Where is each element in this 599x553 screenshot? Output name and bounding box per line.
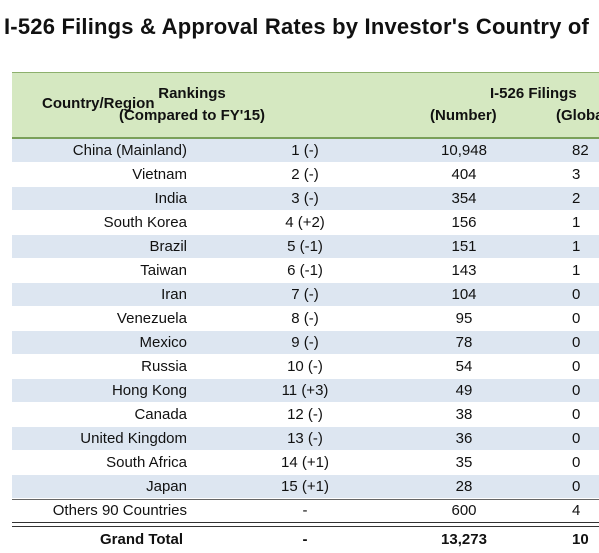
country-cell: India: [154, 190, 187, 207]
table-row: Brazil 5 (-1) 151 1: [12, 235, 599, 259]
others-rank: -: [302, 502, 308, 519]
others-global: 4: [572, 502, 581, 519]
page-title: I-526 Filings & Approval Rates by Invest…: [4, 14, 590, 39]
global-share-cell: 0: [572, 334, 581, 351]
table-row: South Africa 14 (+1) 35 0: [12, 451, 599, 475]
table-row: South Korea 4 (+2) 156 1: [12, 211, 599, 235]
country-cell: Taiwan: [140, 262, 187, 279]
filings-cell: 151: [451, 238, 477, 255]
global-share-cell: 1: [572, 214, 581, 231]
header-rankings: Rankings: [158, 85, 226, 102]
header-filings: I-526 Filings: [490, 85, 577, 102]
filings-cell: 35: [455, 454, 473, 471]
rank-cell: 7 (-): [291, 286, 319, 303]
grand-total-row: Grand Total - 13,273 10: [12, 527, 599, 553]
country-cell: Russia: [141, 358, 187, 375]
filings-cell: 404: [451, 166, 477, 183]
global-share-cell: 3: [572, 166, 581, 183]
rank-cell: 8 (-): [291, 310, 319, 327]
table-row: India 3 (-) 354 2: [12, 187, 599, 211]
filings-cell: 38: [455, 406, 473, 423]
country-cell: Vietnam: [132, 166, 187, 183]
global-share-cell: 2: [572, 190, 581, 207]
total-filings: 13,273: [441, 531, 487, 548]
country-cell: Japan: [146, 478, 187, 495]
filings-cell: 10,948: [441, 142, 487, 159]
table-row: China (Mainland) 1 (-) 10,948 82: [12, 139, 599, 163]
others-country: Others 90 Countries: [52, 502, 187, 519]
others-filings: 600: [451, 502, 477, 519]
filings-cell: 156: [451, 214, 477, 231]
rank-cell: 5 (-1): [287, 238, 323, 255]
filings-cell: 28: [455, 478, 473, 495]
table-row: Canada 12 (-) 38 0: [12, 403, 599, 427]
table-row: Japan 15 (+1) 28 0: [12, 475, 599, 499]
header-filings-number: (Number): [430, 107, 497, 124]
global-share-cell: 82: [572, 142, 589, 159]
filings-cell: 104: [451, 286, 477, 303]
rank-cell: 14 (+1): [281, 454, 329, 471]
country-cell: United Kingdom: [80, 430, 187, 447]
table-body: China (Mainland) 1 (-) 10,948 82 Vietnam 2 (-…: [12, 139, 599, 499]
global-share-cell: 1: [572, 238, 581, 255]
global-share-cell: 0: [572, 382, 581, 399]
others-row: Others 90 Countries - 600 4: [12, 499, 599, 522]
country-cell: Iran: [161, 286, 187, 303]
global-share-cell: 0: [572, 406, 581, 423]
country-cell: South Korea: [103, 214, 187, 231]
filings-cell: 36: [455, 430, 473, 447]
global-share-cell: 1: [572, 262, 581, 279]
country-cell: Brazil: [149, 238, 187, 255]
rank-cell: 1 (-): [291, 142, 319, 159]
country-cell: Canada: [134, 406, 187, 423]
global-share-cell: 0: [572, 430, 581, 447]
country-cell: Hong Kong: [111, 382, 187, 399]
filings-table: Country/Region Rankings (Compared to FY'…: [12, 72, 599, 553]
rank-cell: 12 (-): [287, 406, 323, 423]
header-rankings-sub: (Compared to FY'15): [118, 107, 266, 124]
total-rank: -: [302, 531, 308, 548]
global-share-cell: 0: [572, 358, 581, 375]
rank-cell: 4 (+2): [285, 214, 325, 231]
header-country: Country/Region: [42, 95, 155, 112]
rank-cell: 9 (-): [291, 334, 319, 351]
table-row: Venezuela 8 (-) 95 0: [12, 307, 599, 331]
table-row: Vietnam 2 (-) 404 3: [12, 163, 599, 187]
global-share-cell: 0: [572, 478, 581, 495]
table-row: Hong Kong 11 (+3) 49 0: [12, 379, 599, 403]
double-rule-divider: [12, 522, 599, 527]
total-label: Grand Total: [100, 531, 184, 548]
rank-cell: 11 (+3): [281, 382, 329, 399]
rank-cell: 10 (-): [287, 358, 323, 375]
filings-cell: 95: [455, 310, 473, 327]
rank-cell: 6 (-1): [287, 262, 323, 279]
rank-cell: 2 (-): [291, 166, 319, 183]
filings-cell: 54: [455, 358, 473, 375]
rank-cell: 15 (+1): [281, 478, 329, 495]
header-filings-global: (Globa: [556, 107, 599, 124]
filings-cell: 354: [451, 190, 477, 207]
rank-cell: 3 (-): [291, 190, 319, 207]
global-share-cell: 0: [572, 286, 581, 303]
country-cell: South Africa: [106, 454, 187, 471]
table-row: Taiwan 6 (-1) 143 1: [12, 259, 599, 283]
table-row: Mexico 9 (-) 78 0: [12, 331, 599, 355]
filings-cell: 78: [455, 334, 473, 351]
table-header: Country/Region Rankings (Compared to FY'…: [12, 72, 599, 139]
country-cell: China (Mainland): [72, 142, 187, 159]
table-row: Iran 7 (-) 104 0: [12, 283, 599, 307]
table-row: United Kingdom 13 (-) 36 0: [12, 427, 599, 451]
filings-cell: 49: [455, 382, 473, 399]
country-cell: Venezuela: [116, 310, 187, 327]
total-global: 10: [572, 531, 589, 548]
table-row: Russia 10 (-) 54 0: [12, 355, 599, 379]
country-cell: Mexico: [139, 334, 187, 351]
filings-cell: 143: [451, 262, 477, 279]
global-share-cell: 0: [572, 310, 581, 327]
rank-cell: 13 (-): [287, 430, 323, 447]
global-share-cell: 0: [572, 454, 581, 471]
